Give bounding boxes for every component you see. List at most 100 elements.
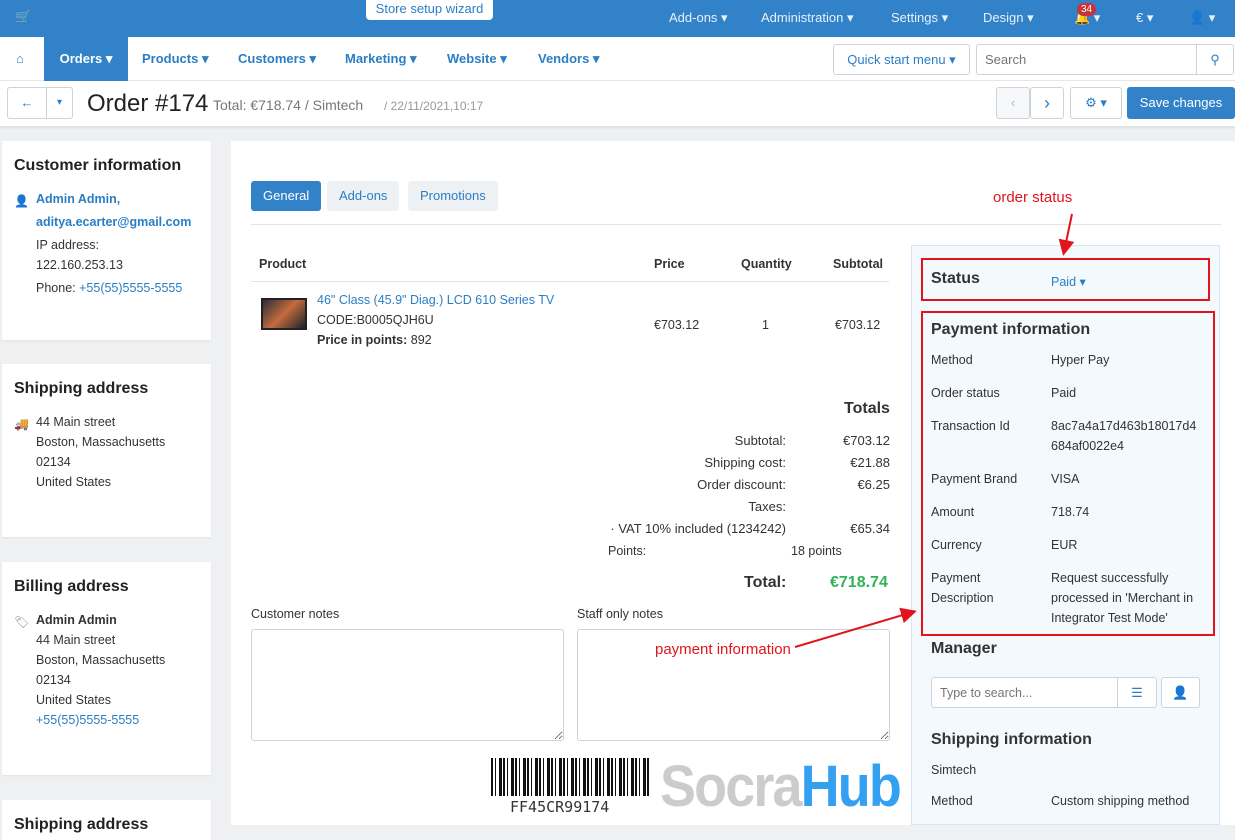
nav-vendors[interactable]: Vendors ▾ (538, 51, 600, 66)
nav-customers[interactable]: Customers ▾ (238, 51, 317, 66)
card-title: Customer information (14, 157, 182, 174)
payment-label: Currency (931, 538, 982, 552)
arrow-to-payment (794, 607, 917, 648)
address-line: United States (36, 693, 112, 707)
card-title: Billing address (14, 578, 129, 595)
total-label: Order discount: (697, 477, 786, 492)
points-label: Points: (608, 544, 647, 558)
payment-label: Payment Description (931, 571, 994, 605)
billing-phone-link[interactable]: +55(55)5555-5555 (36, 713, 140, 727)
divider (251, 224, 1221, 225)
back-button[interactable]: ← (7, 87, 47, 119)
search-icon[interactable]: ⚲ (1196, 44, 1234, 75)
tab-promotions[interactable]: Promotions (408, 181, 498, 211)
product-thumbnail[interactable] (261, 298, 307, 330)
shipping-address-card: Shipping address 🚚 44 Main street Boston… (2, 364, 211, 537)
gear-icon[interactable]: ⚙ ▾ (1070, 87, 1122, 119)
points-value: 892 (410, 333, 432, 347)
ip-value: 122.160.253.13 (36, 258, 123, 272)
page-title: Order #174 (87, 90, 209, 117)
annotation-order-status: order status (993, 189, 1073, 206)
status-dropdown[interactable]: Paid ▾ (1051, 275, 1086, 289)
customer-info-card: Customer information 👤 Admin Admin, adit… (2, 141, 211, 340)
menu-addons[interactable]: Add-ons ▾ (669, 10, 728, 25)
nav-website[interactable]: Website ▾ (447, 51, 507, 66)
address-line: Boston, Massachusetts (36, 653, 166, 667)
total-label: Shipping cost: (704, 455, 786, 470)
main-nav: ⌂ Orders ▾ Products ▾ Customers ▾ Market… (0, 37, 1235, 81)
phone-link[interactable]: +55(55)5555-5555 (79, 281, 183, 295)
status-highlight-box (921, 258, 1210, 301)
home-icon[interactable]: ⌂ (16, 51, 24, 66)
staff-notes-label: Staff only notes (577, 607, 663, 621)
menu-settings[interactable]: Settings ▾ (891, 10, 949, 25)
customer-notes-textarea[interactable] (251, 629, 564, 741)
annotation-payment-info: payment information (655, 641, 791, 658)
order-date: / 22/11/2021,10:17 (384, 99, 484, 113)
total-value: €6.25 (857, 477, 890, 492)
product-price: €703.12 (654, 318, 700, 332)
points-value: 18 points (791, 544, 842, 558)
address-line: 44 Main street (36, 415, 116, 429)
totals-title: Totals (844, 400, 890, 417)
user-icon[interactable]: 👤 (1161, 677, 1200, 708)
address-line: United States (36, 475, 112, 489)
tab-general[interactable]: General (251, 181, 322, 211)
user-icon: 👤 (14, 194, 29, 208)
product-link[interactable]: 46" Class (45.9" Diag.) LCD 610 Series T… (317, 293, 555, 307)
payment-value: Paid (1051, 386, 1077, 400)
payment-value: Request successfully processed in 'Merch… (1051, 571, 1194, 625)
currency-menu[interactable]: € ▾ (1136, 10, 1154, 25)
ip-label: IP address: (36, 238, 100, 252)
next-order-button[interactable]: › (1030, 87, 1064, 119)
col-quantity: Quantity (741, 257, 792, 271)
address-line: 44 Main street (36, 633, 116, 647)
total-value: €703.12 (843, 433, 890, 448)
payment-info-title: Payment information (931, 321, 1091, 338)
save-changes-button[interactable]: Save changes (1127, 87, 1235, 119)
cart-icon[interactable]: 🛒 (15, 9, 32, 24)
search-input[interactable] (976, 44, 1197, 75)
manager-search-input[interactable] (931, 677, 1118, 708)
nav-marketing[interactable]: Marketing ▾ (345, 51, 417, 66)
menu-administration[interactable]: Administration ▾ (761, 10, 854, 25)
customer-name-link[interactable]: Admin Admin, (36, 192, 121, 206)
nav-orders[interactable]: Orders ▾ (44, 37, 128, 81)
truck-icon: 🚚 (14, 417, 29, 431)
shipping-info-title: Shipping information (931, 731, 1092, 748)
tab-addons[interactable]: Add-ons (327, 181, 400, 211)
payment-label: Order status (931, 386, 1000, 400)
shipping-method-label: Method (931, 794, 973, 808)
grand-total-label: Total: (744, 574, 787, 591)
back-dropdown-button[interactable]: ▾ (46, 87, 73, 119)
nav-products[interactable]: Products ▾ (142, 51, 209, 66)
user-menu[interactable]: 👤 ▾ (1189, 10, 1216, 25)
total-label: Taxes: (748, 499, 786, 514)
status-label: Status (931, 270, 980, 287)
customer-email-link[interactable]: aditya.ecarter@gmail.com (36, 215, 192, 229)
payment-value: VISA (1051, 472, 1080, 486)
menu-design[interactable]: Design ▾ (983, 10, 1034, 25)
staff-notes-textarea[interactable] (577, 629, 890, 741)
points-label: Price in points: (317, 333, 408, 347)
product-code: CODE:B0005QJH6U (317, 313, 434, 327)
payment-value: 718.74 (1051, 505, 1090, 519)
list-icon[interactable]: ☰ (1117, 677, 1157, 708)
prev-order-button[interactable]: ‹ (996, 87, 1030, 119)
notification-badge: 34 (1077, 3, 1097, 16)
col-price: Price (654, 257, 685, 271)
quick-start-menu-button[interactable]: Quick start menu ▾ (833, 44, 970, 75)
payment-value: Hyper Pay (1051, 353, 1110, 367)
total-label: Subtotal: (734, 433, 786, 448)
shipping-carrier: Simtech (931, 763, 977, 777)
payment-highlight-box (921, 311, 1215, 636)
customer-notes-label: Customer notes (251, 607, 340, 621)
store-setup-wizard-button[interactable]: Store setup wizard (366, 0, 493, 20)
billing-name: Admin Admin (36, 613, 117, 627)
order-summary: Total: €718.74 / Simtech (213, 97, 364, 113)
total-value: €21.88 (850, 455, 890, 470)
divider (251, 281, 889, 282)
order-sidebar (911, 245, 1220, 825)
total-value: €65.34 (850, 521, 890, 536)
